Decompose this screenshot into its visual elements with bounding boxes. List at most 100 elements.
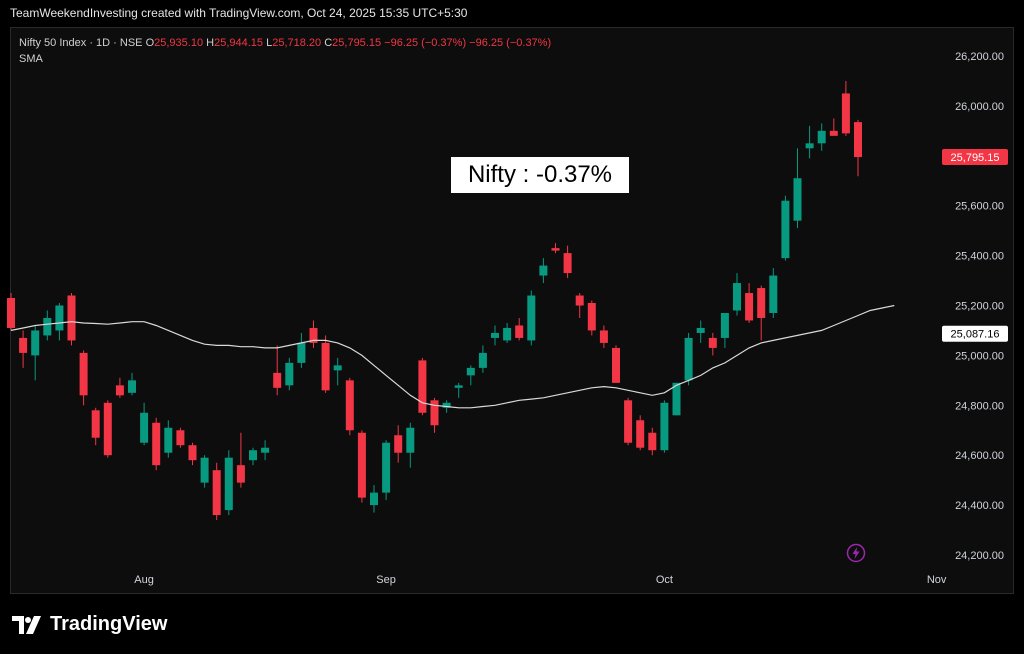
x-tick-label: Nov: [927, 574, 947, 586]
candle-body: [587, 303, 596, 331]
tradingview-logo-icon: [12, 615, 41, 634]
candle-body: [333, 365, 342, 371]
candle-body: [672, 382, 681, 416]
legend-change-repeat: −96.25 (−0.37%): [469, 37, 552, 49]
candle-body: [188, 445, 197, 461]
candle-body: [745, 293, 754, 321]
candle-body: [19, 337, 28, 353]
candle-body: [31, 330, 40, 356]
candle-body: [128, 380, 136, 393]
candle-body: [660, 402, 669, 451]
candle-body: [115, 385, 124, 396]
candle-body: [817, 130, 826, 144]
y-tick-label: 25,600.00: [955, 201, 1004, 213]
candle-body: [55, 305, 64, 331]
candle-body: [466, 367, 475, 376]
candle-body: [624, 400, 633, 443]
candle-body: [152, 422, 161, 466]
legend-close-label: C: [324, 37, 333, 49]
candle-body: [575, 295, 584, 306]
candle-body: [273, 372, 282, 388]
x-tick-label: Sep: [376, 574, 396, 586]
y-tick-label: 25,000.00: [955, 350, 1004, 362]
candle-body: [708, 337, 717, 348]
candle-body: [454, 385, 463, 388]
candle-body: [503, 327, 512, 341]
candle-body: [781, 200, 790, 259]
brand-name: TradingView: [50, 613, 168, 635]
y-tick-label: 25,400.00: [955, 251, 1004, 263]
tradingview-branding: TradingView: [12, 613, 167, 636]
candle-body: [648, 432, 657, 451]
legend-open-label: O: [145, 37, 155, 49]
candle-body: [491, 332, 499, 338]
candle-body: [370, 492, 378, 506]
candle-body: [91, 410, 100, 438]
candle-body: [636, 420, 645, 448]
candle-body: [551, 248, 560, 251]
last-price-label: 25,795.15: [951, 152, 1000, 164]
y-tick-label: 24,600.00: [955, 450, 1004, 462]
sma-price-label: 25,087.16: [951, 329, 1000, 341]
candle-body: [515, 325, 524, 338]
candle-body: [539, 265, 548, 276]
last-price-label-bg: [942, 149, 1008, 166]
candle-body: [805, 143, 814, 149]
candle-body: [430, 400, 439, 426]
legend-change: −96.25 (−0.37%): [384, 37, 467, 49]
candle-body: [769, 275, 778, 313]
candle-body: [394, 435, 403, 453]
credit-text: TeamWeekendInvesting created with Tradin…: [10, 6, 468, 20]
candle-body: [200, 457, 209, 483]
x-tick-label: Oct: [656, 574, 673, 586]
candle-body: [261, 447, 270, 453]
legend-low-value: 25,718.20: [272, 37, 322, 49]
candle-body: [67, 295, 76, 341]
lightning-bolt-icon[interactable]: [846, 543, 866, 563]
legend-low-label: L: [266, 37, 273, 49]
candle-body: [418, 360, 427, 413]
candle-body: [285, 362, 294, 386]
candle-body: [236, 465, 245, 483]
candle-body: [612, 347, 620, 383]
candle-body: [164, 427, 173, 453]
legend-open-value: 25,935.10: [154, 37, 204, 49]
candle-body: [176, 430, 185, 446]
candle-body: [527, 295, 536, 341]
candle-body: [212, 470, 221, 516]
candle-body: [793, 178, 802, 221]
candle-body: [224, 457, 233, 511]
candle-body: [43, 317, 52, 336]
y-tick-label: 25,200.00: [955, 301, 1004, 313]
candle-body: [345, 380, 354, 431]
candle-body: [297, 342, 306, 363]
ohlc-legend: Nifty 50 Index · 1D · NSE O25,935.10 H 25…: [19, 37, 551, 49]
y-tick-label: 24,200.00: [955, 550, 1004, 562]
candle-body: [249, 450, 257, 461]
candle-body: [757, 288, 766, 318]
y-tick-label: 26,000.00: [955, 101, 1004, 113]
candle-body: [79, 352, 88, 396]
y-tick-label: 24,800.00: [955, 400, 1004, 412]
candle-body: [406, 427, 415, 453]
legend-close-value: 25,795.15: [332, 37, 382, 49]
nifty-change-annotation: Nifty : -0.37%: [451, 157, 629, 193]
candle-body: [442, 402, 451, 408]
candle-body: [841, 93, 850, 134]
legend-high-label: H: [206, 37, 215, 49]
candle-body: [854, 122, 862, 158]
candle-body: [382, 442, 391, 493]
legend-indicator-sma[interactable]: SMA: [19, 53, 43, 65]
candle-body: [599, 330, 608, 343]
candle-body: [140, 412, 149, 443]
sma-line: [10, 304, 895, 409]
candle-body: [321, 342, 330, 391]
candle-body: [103, 402, 112, 456]
y-tick-label: 26,200.00: [955, 51, 1004, 63]
candle-body: [357, 432, 366, 498]
legend-symbol: Nifty 50 Index · 1D · NSE: [19, 37, 143, 49]
candle-body: [309, 327, 318, 343]
y-tick-label: 24,400.00: [955, 500, 1004, 512]
sma-price-label-bg: [942, 325, 1008, 342]
